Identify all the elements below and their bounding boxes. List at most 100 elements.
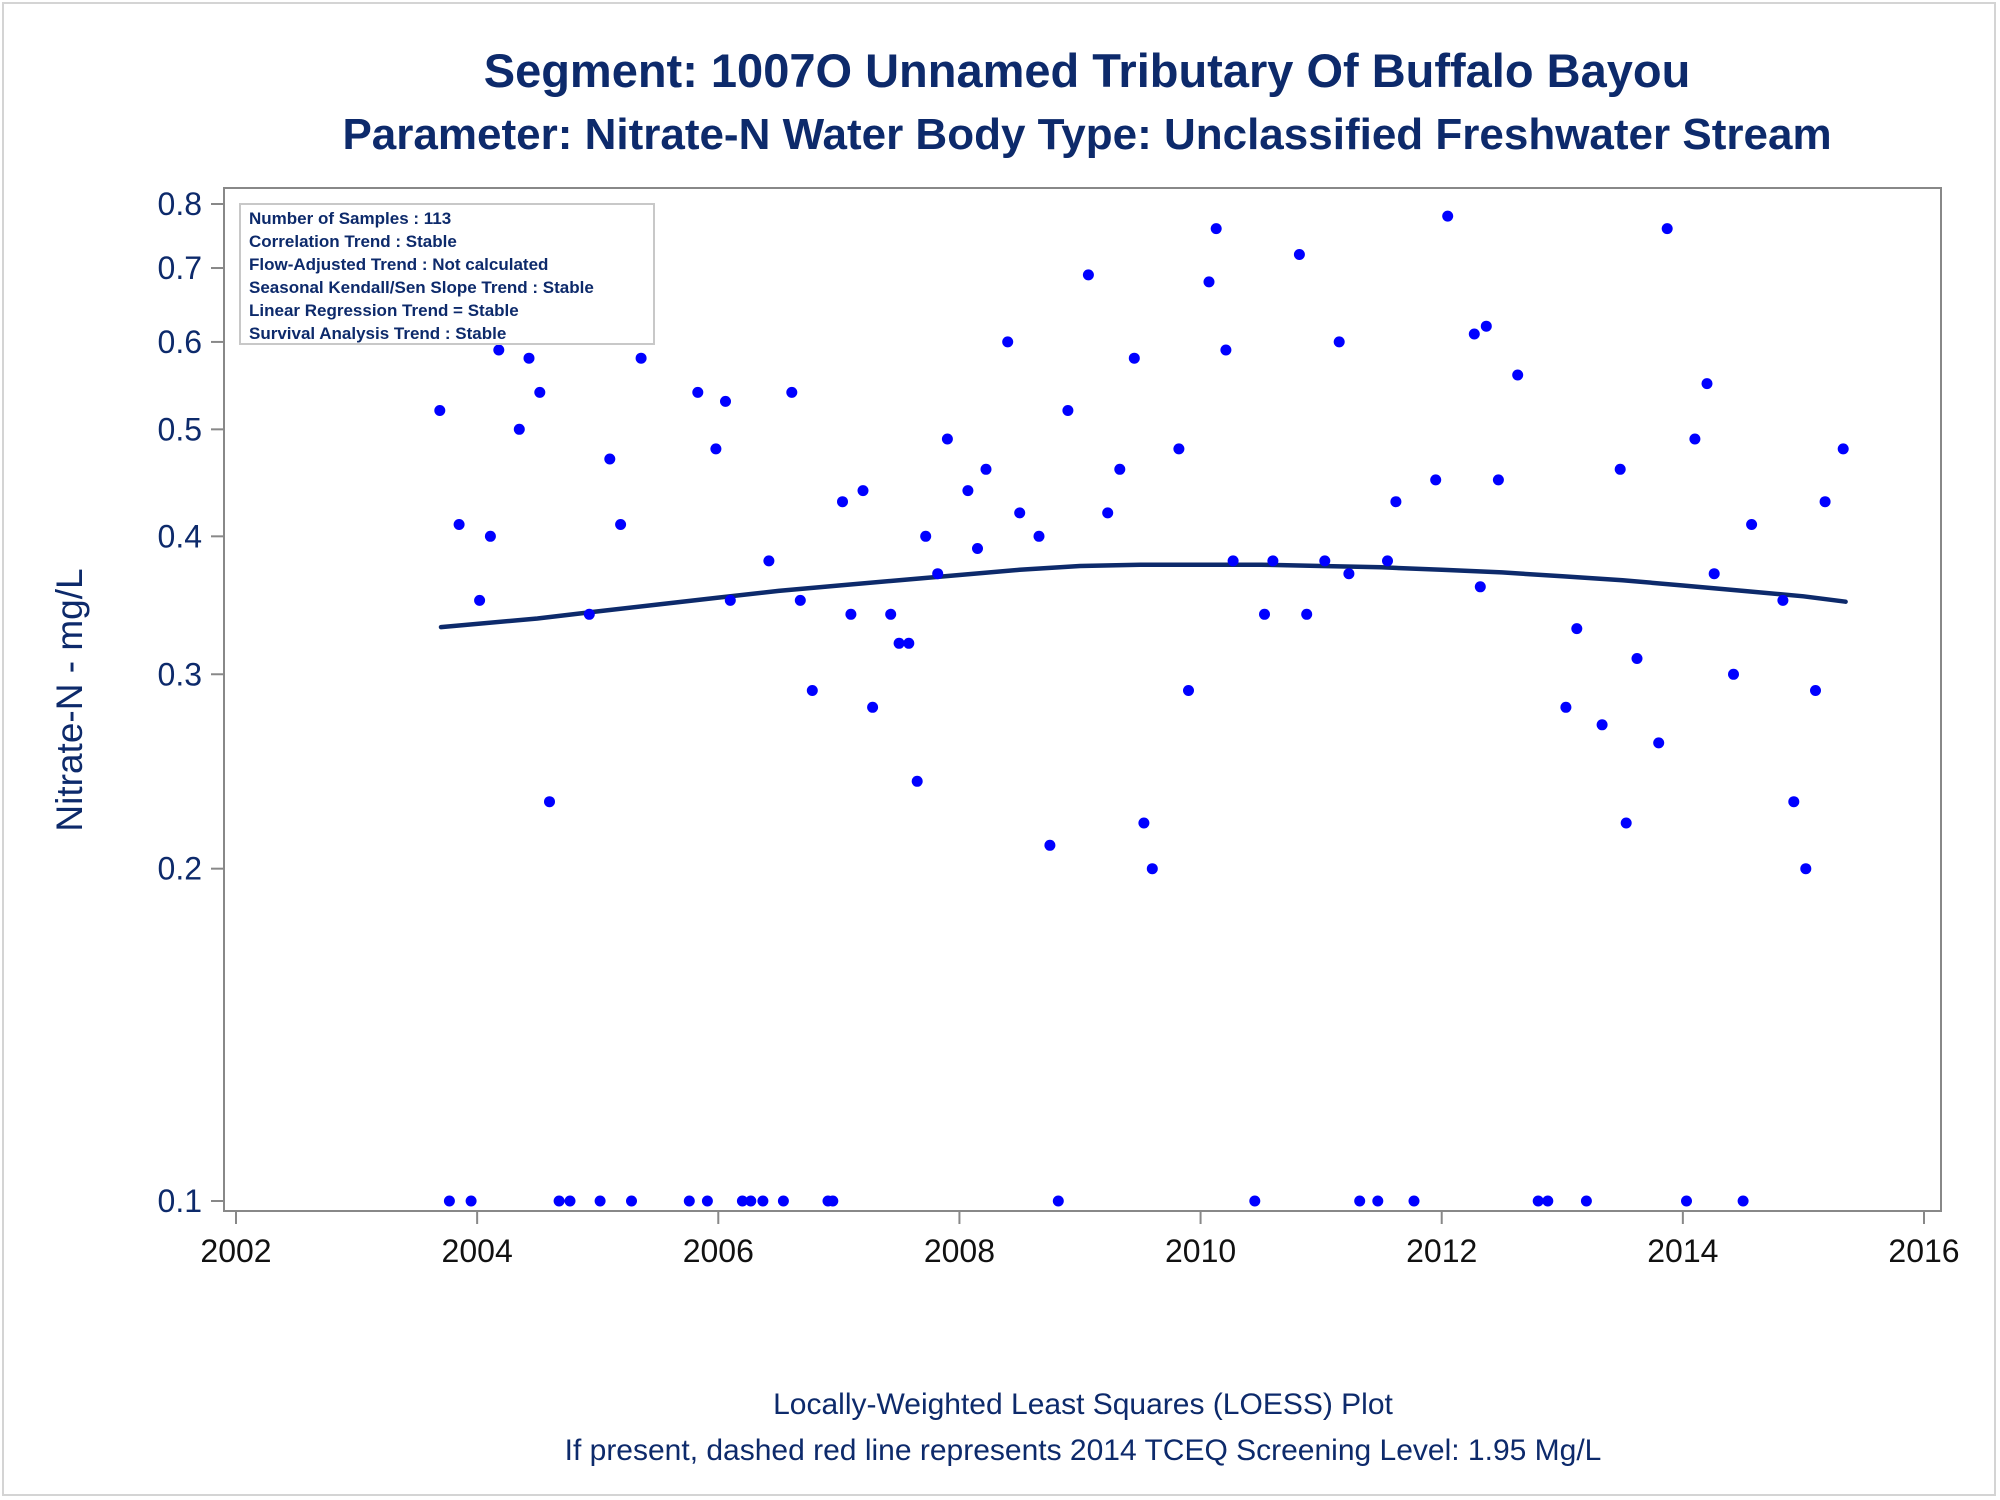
data-point	[434, 405, 446, 416]
data-point	[1354, 1195, 1366, 1207]
info-box-line: Survival Analysis Trend : Stable	[249, 324, 506, 343]
data-point	[903, 637, 915, 649]
data-point	[920, 530, 932, 542]
y-tick-label: 0.3	[158, 656, 202, 692]
data-point	[1062, 405, 1074, 416]
footnote-line-2: If present, dashed red line represents 2…	[565, 1434, 1602, 1467]
data-point	[1138, 817, 1150, 829]
info-box-border	[239, 203, 655, 345]
data-point	[1468, 328, 1480, 340]
data-point	[1259, 608, 1270, 620]
data-point	[1052, 1195, 1064, 1207]
data-point	[1653, 737, 1665, 749]
x-tick-label: 2012	[1406, 1233, 1477, 1269]
data-point	[1532, 1195, 1544, 1207]
data-point	[1382, 555, 1393, 567]
y-tick-label: 0.2	[158, 851, 202, 887]
data-point	[1301, 608, 1313, 620]
data-point	[972, 543, 983, 554]
data-point	[1114, 463, 1126, 475]
data-point	[583, 608, 595, 620]
data-point	[845, 608, 857, 620]
data-point	[1571, 623, 1583, 635]
data-point	[443, 1195, 455, 1207]
data-point	[615, 519, 627, 530]
data-point	[1128, 352, 1140, 364]
data-point	[1737, 1195, 1749, 1207]
data-point	[544, 796, 555, 808]
info-box-line: Seasonal Kendall/Sen Slope Trend : Stabl…	[249, 278, 594, 297]
data-point	[474, 594, 486, 606]
x-tick-label: 2016	[1888, 1233, 1959, 1269]
data-point	[1810, 685, 1821, 696]
data-point	[1002, 336, 1014, 348]
data-point	[1620, 817, 1632, 829]
data-point	[1267, 555, 1279, 567]
loess-series	[438, 562, 1848, 630]
info-box-line: Flow-Adjusted Trend : Not calculated	[249, 255, 548, 274]
data-point	[553, 1195, 565, 1207]
data-point	[911, 775, 923, 787]
plot-area	[223, 187, 1942, 1212]
data-point	[1728, 668, 1739, 680]
x-tick-label: 2014	[1647, 1233, 1718, 1269]
data-point	[962, 485, 974, 497]
data-point	[1210, 223, 1222, 235]
data-point	[635, 352, 647, 364]
data-point	[941, 433, 953, 445]
chart-subtitle: Parameter: Nitrate-N Water Body Type: Un…	[342, 110, 1831, 159]
data-point	[1746, 519, 1758, 530]
loess-line	[438, 562, 1848, 630]
data-point	[1512, 369, 1524, 381]
data-point	[1701, 378, 1713, 390]
data-point	[1800, 863, 1812, 875]
y-axis-label: Nitrate-N - mg/L	[49, 568, 90, 831]
data-point	[1173, 443, 1185, 455]
data-point	[1788, 796, 1800, 808]
data-point	[1661, 223, 1673, 235]
data-point	[701, 1195, 713, 1207]
data-point	[932, 568, 944, 580]
data-point	[1249, 1195, 1261, 1207]
data-point	[1681, 1195, 1692, 1207]
data-point	[1631, 653, 1643, 664]
data-point	[1220, 344, 1232, 356]
y-axis: 0.1 0.2 0.3 0.4 0.5 0.6 0.7 0.8	[158, 186, 224, 1219]
data-point	[1708, 568, 1720, 580]
data-point	[1203, 276, 1215, 288]
data-point	[867, 701, 879, 713]
data-point	[564, 1195, 576, 1207]
y-tick-label: 0.8	[158, 186, 202, 222]
data-point	[1082, 269, 1094, 281]
info-box: Number of Samples : 113 Correlation Tren…	[239, 203, 655, 345]
data-point	[763, 555, 775, 567]
chart-title: Segment: 1007O Unnamed Tributary Of Buff…	[484, 44, 1691, 97]
data-point	[692, 386, 704, 398]
data-point	[1033, 530, 1045, 542]
data-point	[786, 386, 798, 398]
x-tick-label: 2010	[1165, 1233, 1236, 1269]
data-point	[885, 608, 897, 620]
data-point	[1560, 701, 1572, 713]
data-point	[1044, 839, 1056, 851]
data-point	[1146, 863, 1158, 875]
data-point	[980, 463, 992, 475]
data-point	[1689, 433, 1701, 445]
data-point	[1333, 336, 1345, 348]
data-point	[594, 1195, 606, 1207]
data-point	[534, 386, 546, 398]
data-point	[1227, 555, 1239, 567]
x-tick-label: 2008	[924, 1233, 995, 1269]
data-point	[777, 1195, 789, 1207]
data-point	[626, 1195, 637, 1207]
data-point	[1319, 555, 1331, 567]
data-point	[757, 1195, 769, 1207]
data-point	[1474, 581, 1486, 593]
data-point	[724, 594, 736, 606]
data-point	[1596, 719, 1608, 731]
data-point	[745, 1195, 757, 1207]
x-axis: 2002 2004 2006 2008 2010 2012 2014 2016	[200, 1211, 1960, 1269]
data-point	[1492, 474, 1504, 486]
y-tick-label: 0.5	[158, 411, 202, 447]
